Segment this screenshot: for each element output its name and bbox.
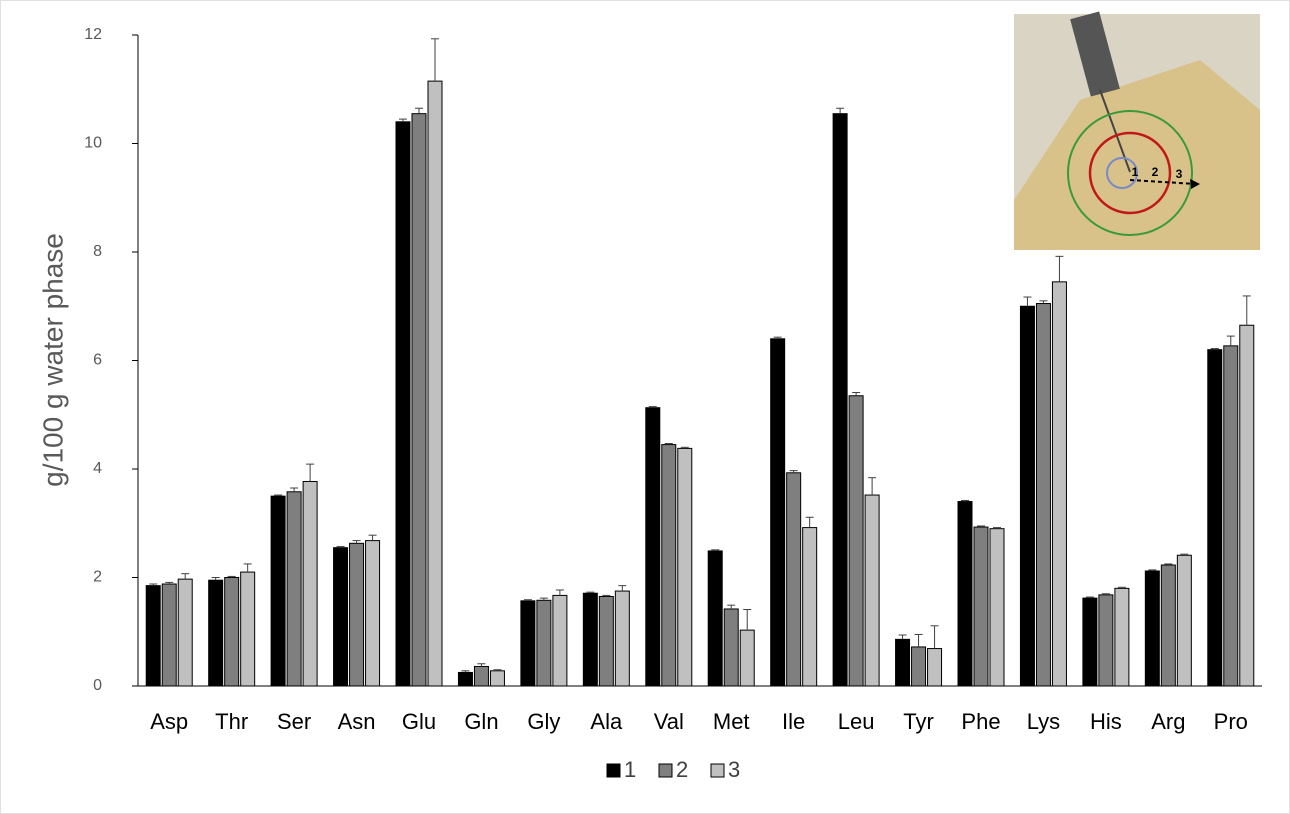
legend-label: 3 xyxy=(728,757,740,782)
bar xyxy=(1208,350,1222,686)
bar xyxy=(740,630,754,686)
bar xyxy=(1177,555,1191,686)
y-tick-label: 6 xyxy=(93,352,102,369)
x-tick-label: Glu xyxy=(402,709,436,734)
bar xyxy=(912,647,926,686)
bar xyxy=(521,601,535,686)
inset-label: 3 xyxy=(1176,167,1183,181)
bar xyxy=(334,548,348,686)
bar xyxy=(958,502,972,686)
bar xyxy=(1115,588,1129,686)
bar xyxy=(537,600,551,686)
chart: g/100 g water phase 024681012AspThrSerAs… xyxy=(0,0,1290,814)
bar xyxy=(583,593,597,686)
bar xyxy=(350,543,364,686)
bar xyxy=(1020,306,1034,686)
bar xyxy=(271,496,285,686)
bar xyxy=(428,81,442,686)
x-tick-label: Phe xyxy=(961,709,1000,734)
bar xyxy=(1224,346,1238,686)
y-tick-label: 8 xyxy=(93,243,102,260)
x-tick-label: Leu xyxy=(838,709,875,734)
bar xyxy=(849,396,863,686)
bar xyxy=(209,580,223,686)
bar xyxy=(615,591,629,686)
inset-label: 2 xyxy=(1152,165,1159,179)
bar xyxy=(146,586,160,686)
bar xyxy=(1161,565,1175,686)
bar xyxy=(178,579,192,686)
x-tick-label: Ile xyxy=(782,709,805,734)
bar xyxy=(162,584,176,686)
x-tick-label: His xyxy=(1090,709,1122,734)
y-tick-label: 0 xyxy=(93,677,102,694)
inset-label: 1 xyxy=(1132,165,1139,179)
x-tick-label: Ser xyxy=(277,709,311,734)
x-tick-label: Pro xyxy=(1214,709,1248,734)
x-tick-label: Arg xyxy=(1151,709,1185,734)
x-tick-label: Thr xyxy=(215,709,248,734)
x-tick-label: Asn xyxy=(338,709,376,734)
x-tick-label: Val xyxy=(654,709,684,734)
y-tick-label: 12 xyxy=(84,26,102,43)
bar xyxy=(1083,598,1097,686)
bar xyxy=(1145,571,1159,686)
x-tick-label: Gln xyxy=(464,709,498,734)
bar xyxy=(974,527,988,686)
y-tick-label: 10 xyxy=(84,135,102,152)
legend-swatch xyxy=(711,764,724,777)
legend-swatch xyxy=(659,764,672,777)
x-tick-label: Ala xyxy=(590,709,623,734)
bar xyxy=(490,671,504,686)
bar xyxy=(646,408,660,686)
bar xyxy=(928,649,942,686)
bar xyxy=(396,122,410,686)
inset-photo xyxy=(1014,11,1260,250)
bar xyxy=(662,445,676,686)
bar xyxy=(708,551,722,686)
bar xyxy=(599,596,613,686)
y-tick-label: 4 xyxy=(93,460,102,477)
bar xyxy=(225,578,239,687)
bar xyxy=(458,672,472,686)
bar xyxy=(771,339,785,686)
y-tick-label: 2 xyxy=(93,569,102,586)
bar xyxy=(833,114,847,686)
bar xyxy=(1036,304,1050,686)
legend-label: 1 xyxy=(624,757,636,782)
x-tick-label: Met xyxy=(713,709,750,734)
bar xyxy=(366,541,380,686)
legend-swatch xyxy=(607,764,620,777)
bar xyxy=(412,114,426,686)
bar xyxy=(474,666,488,686)
bar xyxy=(1099,595,1113,686)
x-tick-label: Tyr xyxy=(903,709,934,734)
bar xyxy=(287,492,301,686)
y-axis-label: g/100 g water phase xyxy=(37,233,68,487)
bar xyxy=(724,609,738,686)
bar xyxy=(896,639,910,686)
bar xyxy=(553,595,567,686)
bar xyxy=(803,528,817,686)
x-tick-label: Lys xyxy=(1027,709,1060,734)
bar xyxy=(241,572,255,686)
x-tick-label: Asp xyxy=(150,709,188,734)
bar xyxy=(1240,325,1254,686)
bar xyxy=(865,495,879,686)
bar xyxy=(303,481,317,686)
bar xyxy=(1052,282,1066,686)
bar xyxy=(990,529,1004,686)
legend-label: 2 xyxy=(676,757,688,782)
bar xyxy=(787,473,801,686)
x-tick-label: Gly xyxy=(527,709,560,734)
bar xyxy=(678,448,692,686)
